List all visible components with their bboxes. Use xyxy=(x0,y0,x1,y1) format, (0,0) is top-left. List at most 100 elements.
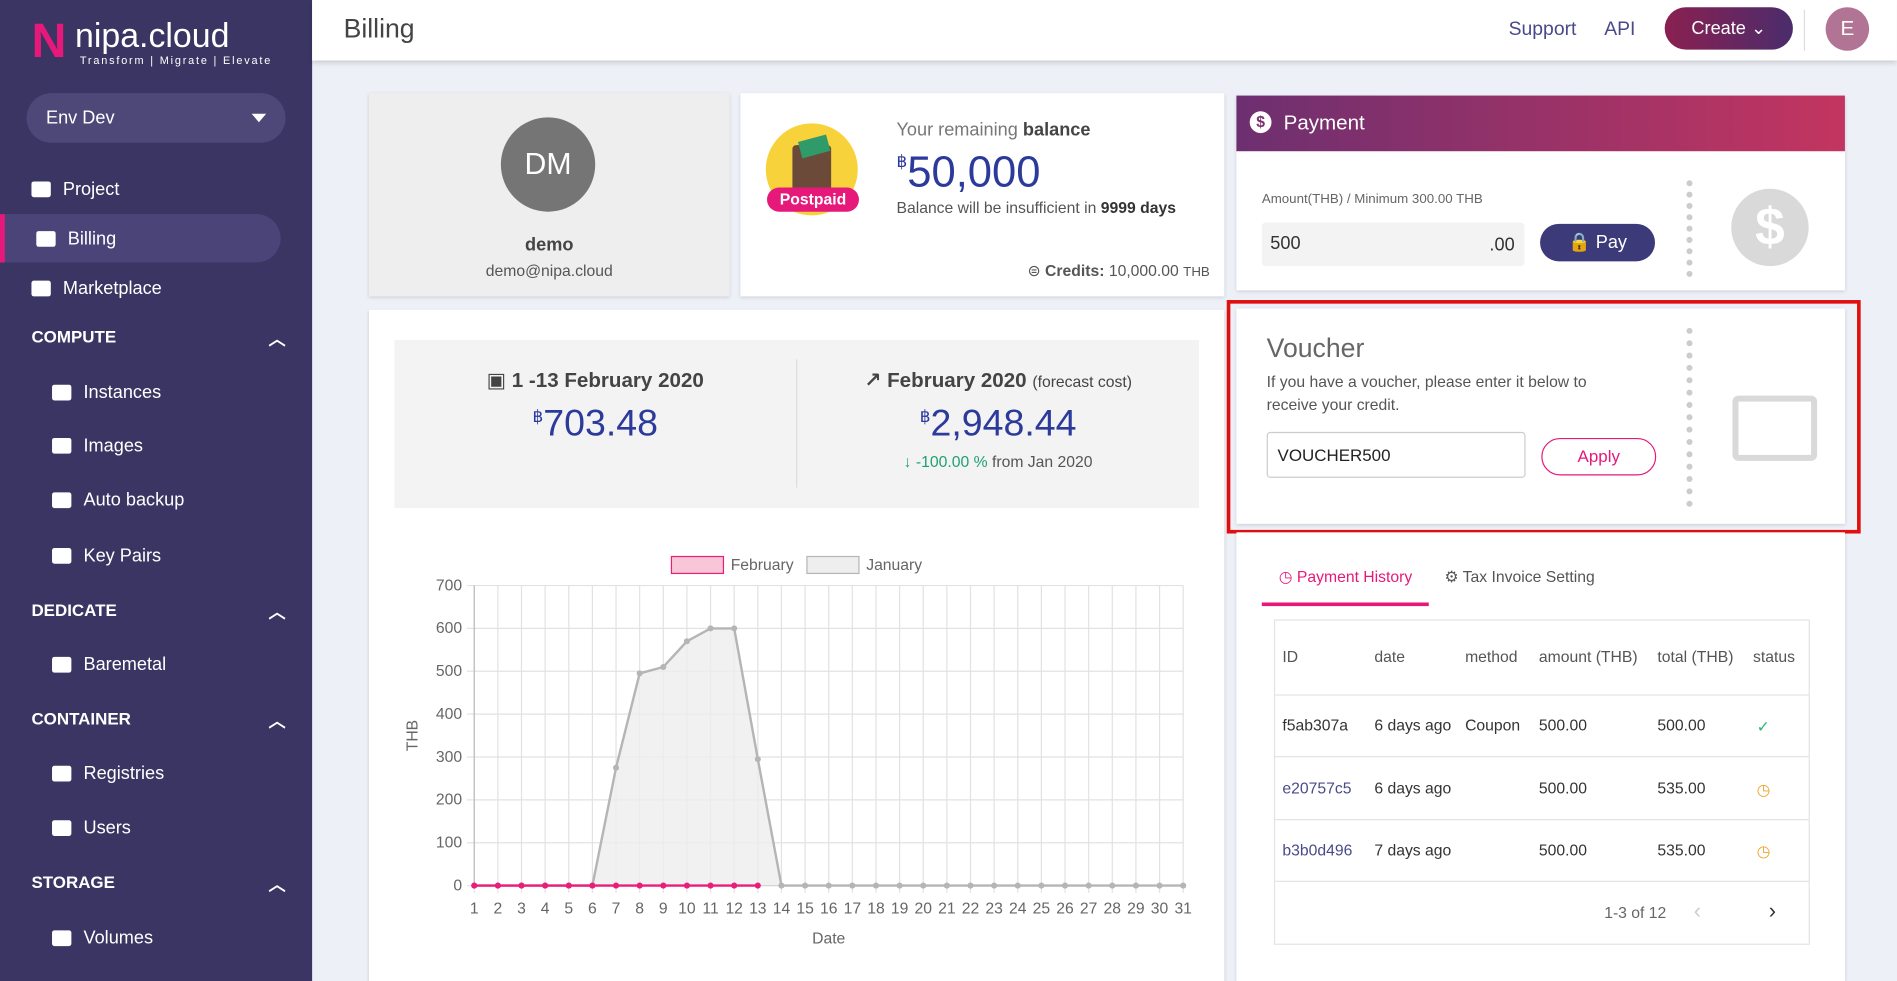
point xyxy=(1014,882,1021,889)
x-tick-label: 19 xyxy=(891,900,908,917)
x-tick-label: 6 xyxy=(588,900,597,917)
sidebar: N nipa.cloud Transform | Migrate | Eleva… xyxy=(0,0,313,981)
balance-label: Your remaining balance xyxy=(896,120,1090,141)
y-tick-label: 400 xyxy=(436,706,462,723)
prev[interactable]: ‹ xyxy=(1693,898,1701,924)
x-tick-label: 14 xyxy=(773,900,791,917)
avatar[interactable]: E xyxy=(1825,7,1870,51)
nav-item[interactable]: Billing xyxy=(36,224,116,253)
table: ID date method amount (THB) total (THB) … xyxy=(1273,619,1810,945)
nav-item[interactable]: Marketplace xyxy=(31,273,162,302)
cell: Coupon xyxy=(1465,716,1521,735)
cell: f5ab307a xyxy=(1282,716,1349,735)
section[interactable]: DEDICATE ︿ xyxy=(31,600,285,624)
create-button[interactable]: Create ⌄ xyxy=(1664,7,1793,50)
x-tick-label: 24 xyxy=(1009,900,1027,917)
postpaid-badge: Postpaid xyxy=(767,187,859,212)
amount-input[interactable]: 500 .00 xyxy=(1261,222,1525,267)
section[interactable]: COMPUTE ︿ xyxy=(31,327,285,351)
days: 9999 days xyxy=(1100,198,1176,217)
y-tick-label: 500 xyxy=(436,663,462,680)
credits: ⊜ Credits: 10,000.00 THB xyxy=(1027,261,1210,280)
nav-item[interactable]: Users xyxy=(52,813,131,842)
column-header: total (THB) xyxy=(1657,647,1734,666)
cell[interactable]: b3b0d496 xyxy=(1282,840,1353,859)
x-tick-label: 23 xyxy=(985,900,1003,917)
forecast-month: ↗ February 2020 (forecast cost) xyxy=(864,368,1132,392)
change-value: -100.00 % xyxy=(915,452,988,471)
point xyxy=(707,882,714,889)
x-tick-label: 21 xyxy=(938,900,955,917)
voucher-text: If you have a voucher, please enter it b… xyxy=(1266,372,1587,414)
x-tick-label: 10 xyxy=(678,900,696,917)
nav-item[interactable]: Auto backup xyxy=(52,485,184,514)
point xyxy=(707,625,714,632)
nav-item[interactable]: Key Pairs xyxy=(52,541,161,570)
page-title: Billing xyxy=(343,13,415,44)
x-tick-label: 22 xyxy=(962,900,979,917)
point xyxy=(802,882,809,889)
tab-underline xyxy=(1261,602,1429,607)
section-title: DEDICATE xyxy=(31,600,117,620)
tab[interactable]: ⚙ Tax Invoice Setting xyxy=(1444,567,1595,586)
point xyxy=(754,882,761,889)
nav-item[interactable]: Images xyxy=(52,431,143,460)
section[interactable]: STORAGE ︿ xyxy=(31,872,285,896)
nav-item[interactable]: Baremetal xyxy=(52,650,166,679)
point xyxy=(683,882,690,889)
logo-mark: N xyxy=(31,14,67,68)
x-tick-label: 5 xyxy=(564,900,573,917)
env-name: Env Dev xyxy=(45,107,115,129)
highlight-box xyxy=(1226,300,1861,534)
cell: 6 days ago xyxy=(1374,779,1452,798)
nav-label: Volumes xyxy=(83,927,154,948)
cell: 500.00 xyxy=(1538,716,1587,735)
legend-label: January xyxy=(866,557,922,574)
profile-email: demo@nipa.cloud xyxy=(485,261,613,280)
next[interactable]: › xyxy=(1768,898,1776,924)
x-tick-label: 18 xyxy=(867,900,885,917)
section[interactable]: CONTAINER ︿ xyxy=(31,709,285,733)
nav-item[interactable]: Project xyxy=(31,174,119,203)
cost: ฿703.48 xyxy=(394,402,796,446)
x-tick-label: 17 xyxy=(844,900,861,917)
voucher-code: VOUCHER500 xyxy=(1277,445,1391,465)
point xyxy=(920,882,927,889)
cost-value: 703.48 xyxy=(543,401,658,444)
amount-decimals: .00 xyxy=(1489,234,1515,256)
cell: 6 days ago xyxy=(1374,716,1452,735)
apply-button[interactable]: Apply xyxy=(1541,437,1657,476)
pay-button[interactable]: 🔒 Pay xyxy=(1540,223,1656,262)
gift-icon xyxy=(1732,395,1818,461)
nav-item[interactable]: Instances xyxy=(52,377,161,406)
balance-amount: ฿50,000 xyxy=(896,146,1040,197)
x-tick-label: 13 xyxy=(749,900,767,917)
column-header: date xyxy=(1374,647,1405,666)
divider xyxy=(1803,9,1806,51)
cell[interactable]: e20757c5 xyxy=(1282,779,1352,798)
nav-item[interactable]: Registries xyxy=(52,759,164,788)
label: Your remaining xyxy=(896,119,1018,141)
nav-item[interactable]: Volumes xyxy=(52,923,153,952)
tab-active[interactable]: ◷ Payment History xyxy=(1278,567,1413,586)
point xyxy=(1062,882,1069,889)
env-select[interactable]: Env Dev xyxy=(26,93,286,143)
x-tick-label: 27 xyxy=(1080,900,1097,917)
y-tick-label: 200 xyxy=(436,792,462,809)
link[interactable]: API xyxy=(1604,19,1636,40)
voucher-card: Voucher If you have a voucher, please en… xyxy=(1236,308,1845,524)
link[interactable]: Support xyxy=(1508,19,1577,40)
nav-label: Images xyxy=(83,434,144,456)
currency: ฿ xyxy=(896,151,908,171)
voucher-input[interactable]: VOUCHER500 xyxy=(1266,431,1526,478)
caret xyxy=(251,113,267,123)
x-tick-label: 8 xyxy=(635,900,644,917)
x-tick-label: 7 xyxy=(612,900,621,917)
section-title: STORAGE xyxy=(31,872,115,892)
point xyxy=(660,663,667,671)
point xyxy=(731,882,738,889)
cell: 535.00 xyxy=(1657,840,1706,859)
point xyxy=(872,882,880,889)
point xyxy=(1085,882,1092,889)
